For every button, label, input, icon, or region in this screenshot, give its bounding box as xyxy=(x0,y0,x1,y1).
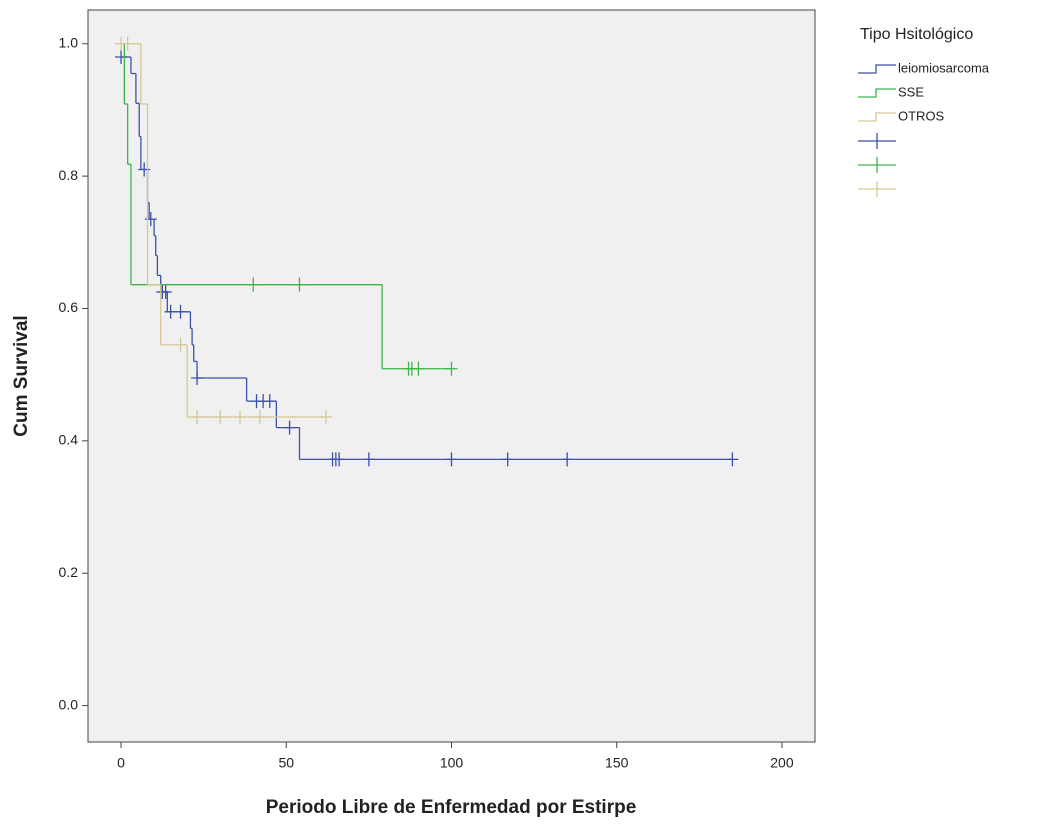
legend-label: SSE xyxy=(898,84,924,99)
y-tick-label: 0.4 xyxy=(59,432,79,448)
censor-mark xyxy=(263,394,276,409)
censor-mark xyxy=(214,410,227,425)
censor-mark xyxy=(283,420,296,435)
censor-mark xyxy=(253,410,266,425)
x-tick-label: 50 xyxy=(278,755,294,771)
legend-swatch xyxy=(858,64,896,74)
censor-mark xyxy=(412,361,425,376)
censor-mark xyxy=(319,410,332,425)
censor-mark xyxy=(121,36,134,51)
censor-mark xyxy=(234,410,247,425)
censor-mark xyxy=(561,452,574,467)
x-tick-label: 150 xyxy=(605,755,629,771)
x-tick-label: 0 xyxy=(117,755,125,771)
plot-area xyxy=(87,9,816,743)
legend-swatch xyxy=(858,112,896,122)
censor-mark xyxy=(174,337,187,352)
censor-mark xyxy=(191,370,204,385)
censor-mark xyxy=(138,162,151,177)
y-tick-label: 0.8 xyxy=(59,167,79,183)
censor-mark xyxy=(501,452,514,467)
censor-mark xyxy=(445,452,458,467)
censor-mark xyxy=(362,452,375,467)
x-tick-label: 200 xyxy=(770,755,794,771)
x-tick-label: 100 xyxy=(440,755,464,771)
censor-mark xyxy=(445,361,458,376)
y-tick-label: 0.0 xyxy=(59,696,79,712)
y-tick-label: 0.6 xyxy=(59,299,79,315)
y-tick-label: 0.2 xyxy=(59,564,79,580)
censor-mark xyxy=(159,284,172,299)
legend-title: Tipo Hsitológico xyxy=(860,26,973,43)
censor-mark xyxy=(144,212,157,227)
censor-mark xyxy=(247,277,260,292)
legend-swatch xyxy=(858,88,896,98)
censor-mark xyxy=(115,49,128,64)
x-axis-title: Periodo Libre de Enfermedad por Estirpe xyxy=(266,797,637,818)
censor-mark xyxy=(726,452,739,467)
censor-mark xyxy=(174,304,187,319)
y-axis-title: Cum Survival xyxy=(11,315,32,436)
legend-label: OTROS xyxy=(898,108,945,123)
censor-mark xyxy=(333,452,346,467)
censor-mark xyxy=(293,277,306,292)
censor-mark xyxy=(191,410,204,425)
y-tick-label: 1.0 xyxy=(59,34,79,50)
legend-label: leiomiosarcoma xyxy=(898,60,990,75)
